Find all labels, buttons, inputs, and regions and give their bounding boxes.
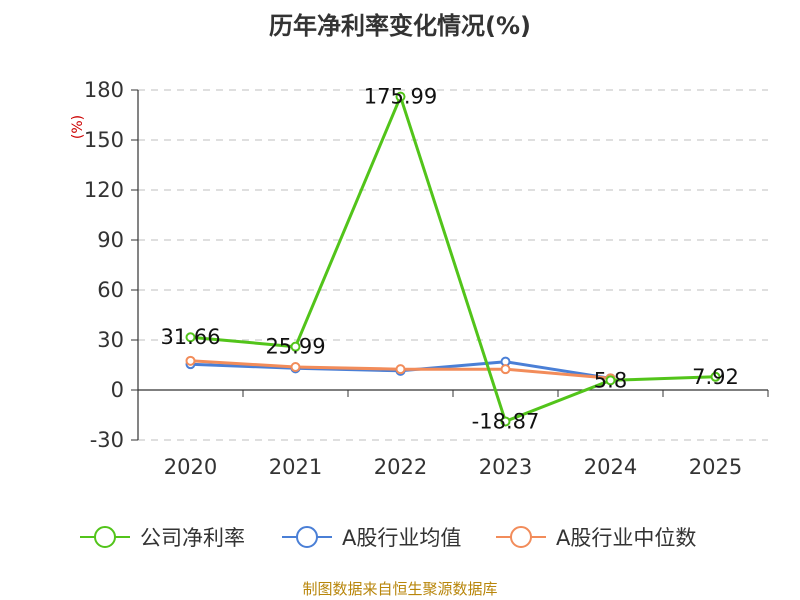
y-tick-label: -30 <box>90 428 124 452</box>
y-tick-label: 120 <box>84 178 124 202</box>
series-lines <box>190 95 716 423</box>
data-label: 175.99 <box>364 85 437 109</box>
data-label: 25.99 <box>265 335 325 359</box>
y-tick-label: 180 <box>84 78 124 102</box>
data-labels: 31.66 25.99 175.99 -18.87 5.8 7.92 <box>160 85 738 434</box>
legend-circle-marker <box>296 526 318 548</box>
data-point <box>605 375 616 386</box>
legend-label: 公司净利率 <box>140 526 245 550</box>
legend-item[interactable]: 公司净利率 <box>80 526 245 550</box>
axes <box>131 89 769 441</box>
x-tick-labels: 2020 2021 2022 2023 2024 2025 <box>164 455 742 479</box>
series-line <box>190 95 716 423</box>
x-tick-label: 2024 <box>584 455 637 479</box>
data-point <box>500 416 511 427</box>
y-tick-labels: 180 150 120 90 60 30 0 -30 <box>84 78 124 452</box>
data-label: -18.87 <box>472 409 540 433</box>
x-tick-label: 2022 <box>374 455 427 479</box>
x-tick-label: 2025 <box>689 455 742 479</box>
legend-circle-marker <box>510 526 532 548</box>
data-label: 7.92 <box>692 365 739 389</box>
y-tick-label: 60 <box>97 278 124 302</box>
data-point <box>710 371 721 382</box>
data-point <box>395 91 406 102</box>
y-axis-unit-label: (%) <box>70 115 86 139</box>
x-tick-label: 2021 <box>269 455 322 479</box>
legend-label: A股行业中位数 <box>556 526 696 550</box>
data-point <box>290 341 301 352</box>
x-tick-label: 2023 <box>479 455 532 479</box>
data-label: 31.66 <box>160 325 220 349</box>
chart-title: 历年净利率变化情况(%) <box>269 12 531 40</box>
legend-item[interactable]: A股行业中位数 <box>496 526 696 550</box>
gridlines <box>138 89 768 441</box>
data-point <box>395 364 406 375</box>
y-tick-label: 0 <box>111 378 124 402</box>
data-label: 5.8 <box>594 368 627 392</box>
data-point <box>290 362 301 372</box>
data-point <box>185 332 196 343</box>
legend: 公司净利率 A股行业均值 A股行业中位数 <box>80 526 696 550</box>
legend-item[interactable]: A股行业均值 <box>282 526 461 550</box>
data-source-note: 制图数据来自恒生聚源数据库 <box>302 580 498 598</box>
y-tick-label: 150 <box>84 128 124 152</box>
legend-circle-marker <box>94 526 116 548</box>
y-tick-label: 90 <box>97 228 124 252</box>
series-points <box>185 91 721 427</box>
data-point <box>500 364 511 375</box>
y-tick-label: 30 <box>97 328 124 352</box>
x-tick-label: 2020 <box>164 455 217 479</box>
legend-label: A股行业均值 <box>342 526 461 550</box>
data-point <box>185 355 196 366</box>
